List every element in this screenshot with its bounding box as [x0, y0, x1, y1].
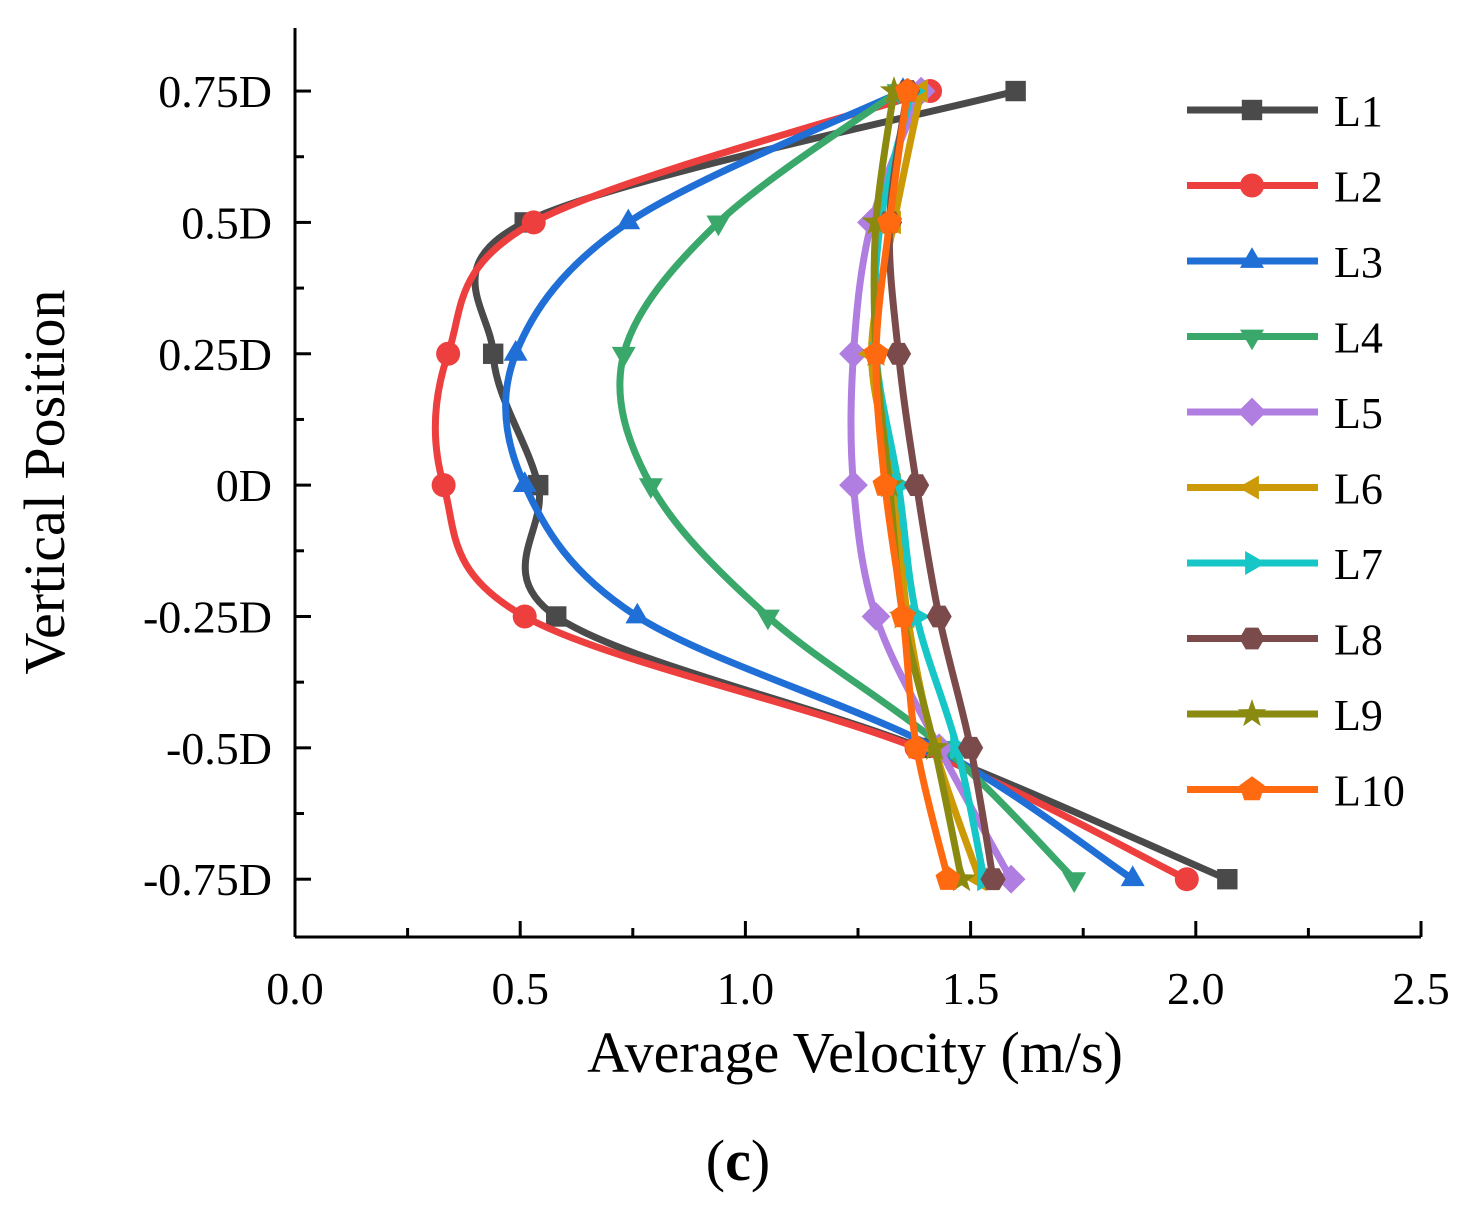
- data-point-L4-6: [1062, 872, 1087, 893]
- axes-layer: 0.0 0.5 1.0 1.5 2.0 2.5 0.75D 0.5D 0.25D 0D -0.25D…: [143, 28, 1450, 1014]
- legend-label-L1: L1: [1334, 87, 1383, 136]
- legend-item-L1: L1: [1187, 87, 1383, 136]
- legend-label-L9: L9: [1334, 691, 1383, 740]
- y-tick-label: 0D: [216, 460, 272, 511]
- data-point-L5-6: [996, 864, 1026, 894]
- data-point-L4-2: [611, 346, 636, 368]
- data-point-L8-5: [958, 736, 984, 759]
- y-tick-label: -0.25D: [143, 591, 272, 642]
- series-layer: [431, 76, 1238, 894]
- legend-label-L6: L6: [1334, 465, 1383, 514]
- data-point-L7-3: [891, 473, 913, 498]
- legend-item-L10: L10: [1187, 767, 1405, 816]
- caption-close: ): [751, 1128, 770, 1193]
- legend-marker-L8: [1239, 627, 1265, 650]
- x-tick-label: 1.0: [717, 963, 775, 1014]
- legend-label-L7: L7: [1334, 540, 1383, 589]
- legend-marker-L10: [1239, 776, 1265, 801]
- data-point-L5-3: [839, 470, 868, 500]
- legend-marker-L5: [1237, 397, 1267, 427]
- y-axis-title: Vertical Position: [12, 289, 77, 674]
- data-point-L2-6: [1174, 867, 1199, 892]
- data-point-L8-6: [980, 868, 1006, 891]
- x-tick-label: 2.0: [1167, 963, 1225, 1014]
- data-point-L5-2: [839, 339, 868, 369]
- legend-label-L2: L2: [1334, 163, 1383, 212]
- series-line-L3: [502, 87, 1137, 883]
- y-tick-label: -0.5D: [166, 723, 272, 774]
- data-point-L3-3: [512, 471, 537, 492]
- x-axis-title: Average Velocity (m/s): [587, 1020, 1123, 1085]
- y-tick-label: 0.75D: [158, 66, 272, 117]
- data-point-L8-2: [885, 342, 912, 365]
- series-L3: [502, 77, 1145, 887]
- legend-item-L9: L9: [1187, 691, 1383, 740]
- data-point-L1-6: [1217, 869, 1238, 890]
- data-point-L3-1: [616, 208, 641, 230]
- legend-label-L4: L4: [1334, 314, 1383, 363]
- caption-letter: c: [725, 1128, 751, 1193]
- legend-marker-L3: [1240, 247, 1264, 268]
- legend-item-L8: L8: [1187, 616, 1383, 665]
- data-point-L9-6: [947, 864, 976, 892]
- data-point-L10-5: [904, 734, 930, 759]
- data-point-L8-4: [926, 605, 952, 628]
- legend-marker-L2: [1240, 173, 1264, 198]
- legend-item-L7: L7: [1187, 540, 1383, 589]
- data-point-L9-5: [920, 732, 949, 760]
- data-point-L7-4: [909, 604, 931, 629]
- data-point-L2-4: [512, 604, 537, 629]
- legend-label-L3: L3: [1334, 238, 1383, 287]
- data-point-L10-6: [935, 866, 961, 890]
- legend-item-L3: L3: [1187, 238, 1383, 287]
- data-point-L3-6: [1120, 865, 1145, 887]
- data-point-L4-3: [638, 478, 663, 499]
- series-L10: [863, 77, 961, 890]
- legend-item-L2: L2: [1187, 163, 1383, 212]
- legend-item-L4: L4: [1187, 314, 1383, 363]
- x-tick-label: 1.5: [942, 963, 1000, 1014]
- data-point-L2-2: [436, 341, 461, 366]
- x-tick-label: 0.0: [266, 963, 324, 1014]
- legend-marker-L1: [1241, 99, 1263, 121]
- data-point-L5-4: [861, 602, 891, 631]
- data-point-L3-2: [503, 340, 528, 361]
- x-tick-label: 0.5: [491, 963, 549, 1014]
- data-point-L2-3: [431, 473, 456, 498]
- data-point-L9-0: [879, 76, 909, 104]
- data-point-L9-1: [861, 207, 891, 235]
- data-point-L10-3: [872, 471, 898, 496]
- y-tick-label: 0.5D: [181, 197, 272, 248]
- y-tick-label: 0.25D: [158, 329, 272, 380]
- legend-label-L5: L5: [1334, 389, 1383, 438]
- data-point-L2-1: [521, 210, 546, 235]
- legend-marker-L7: [1245, 551, 1266, 575]
- caption-open: (: [706, 1128, 725, 1193]
- data-point-L1-0: [1005, 80, 1026, 102]
- x-tick-label: 2.5: [1392, 963, 1450, 1014]
- data-point-L4-1: [706, 215, 731, 237]
- data-point-L10-1: [877, 209, 903, 234]
- data-point-L4-4: [756, 609, 780, 631]
- data-point-L10-4: [890, 603, 916, 628]
- data-point-L8-3: [904, 474, 930, 496]
- legend-marker-L9: [1237, 699, 1267, 727]
- data-point-L3-4: [625, 602, 650, 624]
- data-point-L10-0: [895, 77, 921, 102]
- legend-marker-L4: [1240, 329, 1264, 351]
- legend-label-L10: L10: [1334, 767, 1405, 816]
- data-point-L10-2: [863, 340, 889, 365]
- legend-item-L5: L5: [1187, 389, 1383, 438]
- data-point-L1-4: [546, 606, 567, 627]
- y-tick-label: -0.75D: [143, 854, 272, 905]
- legend-label-L8: L8: [1334, 616, 1383, 665]
- legend-item-L6: L6: [1187, 465, 1383, 514]
- series-L5: [839, 76, 1026, 894]
- data-point-L1-2: [482, 343, 504, 364]
- figure-caption: (c): [706, 1128, 770, 1193]
- legend-marker-L6: [1238, 475, 1259, 500]
- legend: L1 L2 L3 L4 L5 L6 L7 L8 L9 L10: [1187, 87, 1405, 816]
